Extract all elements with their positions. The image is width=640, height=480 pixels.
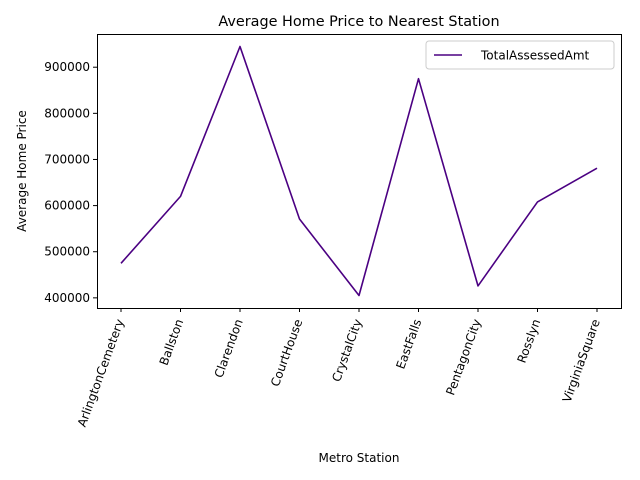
legend-label: TotalAssessedAmt xyxy=(480,49,590,63)
y-tick-label: 500000 xyxy=(44,245,90,259)
legend-box xyxy=(425,40,615,70)
x-axis-ticks: ArlingtonCemetery Ballston Clarendon CourtH… xyxy=(75,308,603,429)
x-tick-label: Ballston xyxy=(157,317,187,367)
y-tick-label: 900000 xyxy=(44,60,90,74)
chart-title: Average Home Price to Nearest Station xyxy=(218,14,499,30)
y-tick-label: 800000 xyxy=(44,106,90,120)
plot-lines xyxy=(120,45,598,297)
x-tick-label: Clarendon xyxy=(212,317,246,379)
x-tick-label: ArlingtonCemetery xyxy=(75,317,127,429)
x-tick-label: Rosslyn xyxy=(515,317,544,365)
x-tick-label: VirginiaSquare xyxy=(560,317,603,404)
x-tick-label: CourtHouse xyxy=(268,317,305,388)
y-axis-ticks: 400000 500000 600000 700000 800000 900000 xyxy=(44,60,97,305)
x-tick-label: CrystalCity xyxy=(329,317,365,383)
y-tick-label: 400000 xyxy=(44,291,90,305)
plot-frame xyxy=(97,34,622,309)
series-line xyxy=(120,45,598,297)
legend: TotalAssessedAmt xyxy=(425,40,615,70)
y-tick-label: 700000 xyxy=(44,152,90,166)
x-axis-label: Metro Station xyxy=(319,451,400,465)
x-tick-label: EastFalls xyxy=(393,317,424,371)
y-axis-label: Average Home Price xyxy=(15,110,29,232)
x-tick-label: PentagonCity xyxy=(443,317,484,397)
y-tick-label: 600000 xyxy=(44,199,90,213)
